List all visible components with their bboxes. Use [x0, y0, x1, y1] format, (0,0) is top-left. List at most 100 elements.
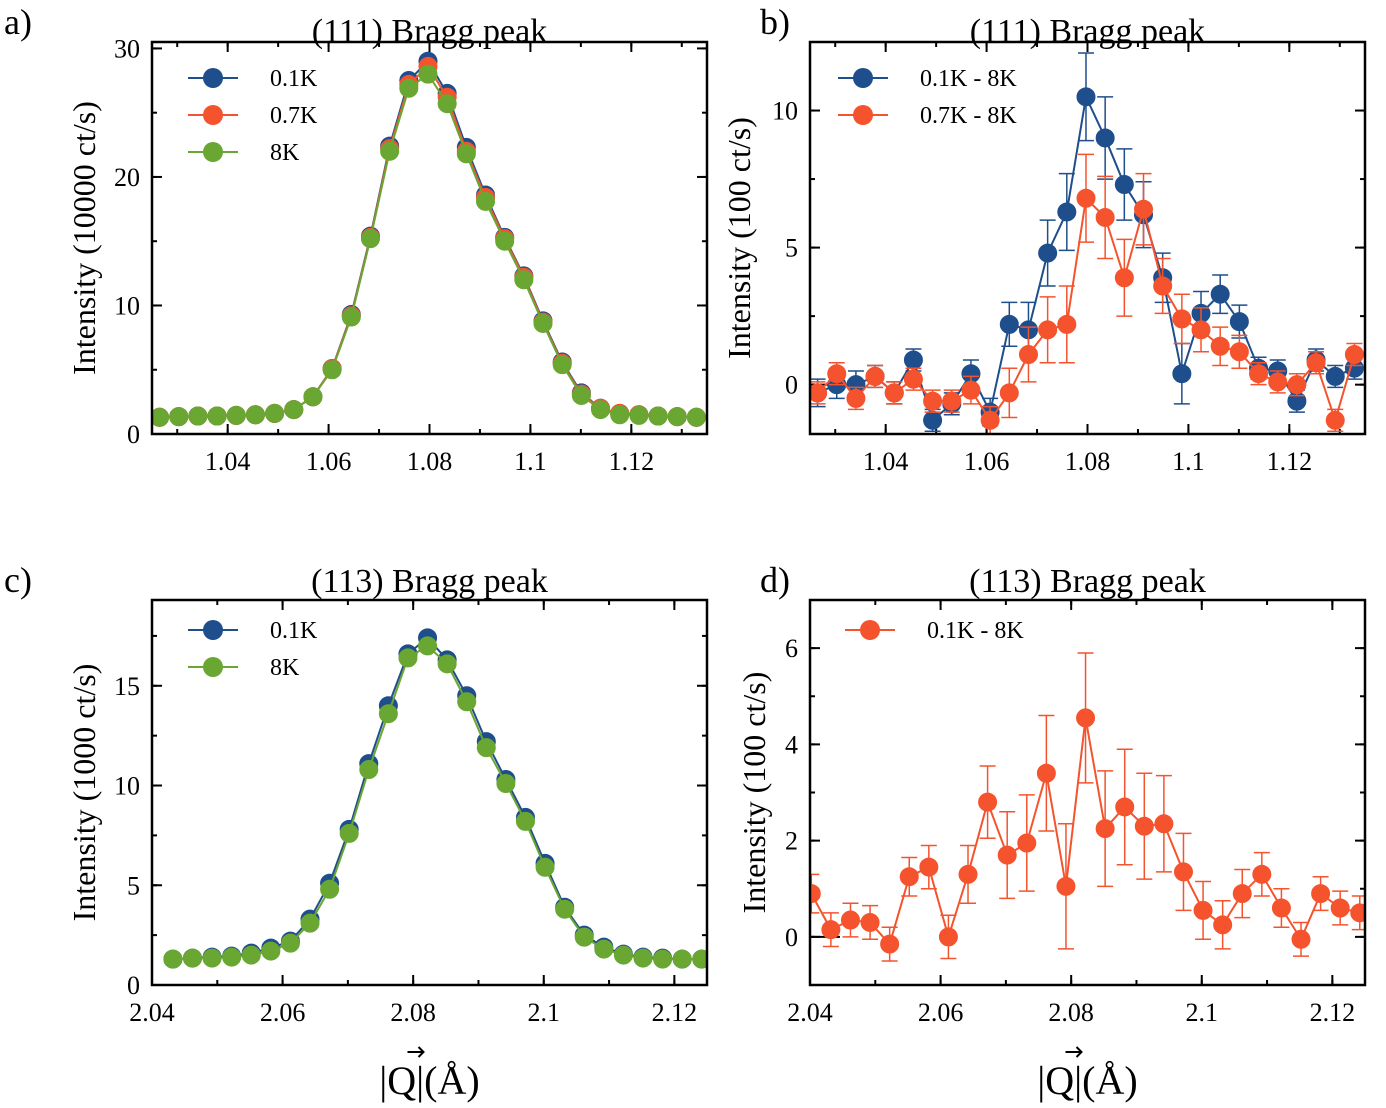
- y-axis-label-a: Intensity (10000 ct/s): [66, 101, 102, 375]
- data-point-b-1: [1210, 336, 1230, 356]
- data-point-b-0: [923, 410, 943, 430]
- data-point-c-1: [476, 738, 496, 758]
- panel-d: d) (113) Bragg peak Intensity (100 ct/s) |Q…: [736, 560, 1367, 1103]
- y-tick-label-d: 4: [785, 730, 798, 759]
- data-point-c-1: [594, 939, 614, 959]
- data-point-d-0: [978, 792, 998, 812]
- x-axis-label-c: |Q|(Å): [379, 1058, 479, 1103]
- y-tick-label-b: 0: [785, 371, 798, 400]
- x-tick-label-a: 1.08: [407, 447, 453, 476]
- vector-arrow-c: [407, 1046, 425, 1058]
- data-point-b-1: [865, 366, 885, 386]
- legend-marker-b-1: [853, 105, 873, 125]
- data-point-a-2: [265, 403, 285, 423]
- legend-marker-d-0: [860, 620, 880, 640]
- x-tick-label-a: 1.1: [514, 447, 547, 476]
- data-point-d-0: [1311, 884, 1331, 904]
- data-point-b-1: [942, 391, 962, 411]
- y-axis-label-d: Intensity (100 ct/s): [736, 672, 772, 914]
- data-point-a-2: [380, 141, 400, 161]
- data-point-b-1: [1306, 353, 1326, 373]
- data-point-d-0: [1095, 819, 1115, 839]
- data-point-c-1: [672, 949, 692, 969]
- data-point-c-1: [222, 947, 242, 967]
- y-tick-label-a: 20: [114, 163, 140, 192]
- x-tick-label-c: 2.1: [528, 998, 561, 1027]
- data-point-b-1: [1344, 345, 1364, 365]
- legend-marker-a-2: [203, 142, 223, 162]
- data-point-a-2: [169, 407, 189, 427]
- legend-label-c-0: 0.1K: [270, 618, 318, 644]
- panel-label-b: b): [760, 2, 790, 42]
- data-point-d-0: [1036, 763, 1056, 783]
- y-axis-label-b: Intensity (100 ct/s): [721, 117, 757, 359]
- series-line-c-0: [172, 636, 702, 961]
- x-tick-label-c: 2.06: [260, 998, 306, 1027]
- data-point-c-1: [613, 945, 633, 965]
- series-line-a-0: [159, 59, 697, 419]
- data-point-d-0: [821, 920, 841, 940]
- legend-marker-b-0: [853, 68, 873, 88]
- x-tick-label-b: 1.1: [1172, 447, 1205, 476]
- data-point-a-2: [667, 407, 687, 427]
- data-point-c-1: [535, 857, 555, 877]
- data-point-d-0: [1017, 833, 1037, 853]
- data-point-d-0: [1350, 903, 1365, 923]
- chart-title-d: (113) Bragg peak: [969, 563, 1206, 600]
- y-tick-label-a: 10: [114, 291, 140, 320]
- data-point-b-1: [846, 388, 866, 408]
- data-point-c-1: [457, 692, 477, 712]
- data-point-b-1: [980, 410, 1000, 430]
- legend-label-a-2: 8K: [270, 140, 300, 166]
- data-point-d-0: [1193, 900, 1213, 920]
- legend-label-a-1: 0.7K: [270, 103, 318, 129]
- data-point-c-1: [163, 949, 183, 969]
- x-tick-label-a: 1.12: [609, 447, 655, 476]
- data-point-d-0: [1213, 915, 1233, 935]
- data-point-a-2: [476, 191, 496, 211]
- data-point-a-2: [303, 387, 323, 407]
- data-point-c-1: [339, 823, 359, 843]
- data-point-c-1: [241, 945, 261, 965]
- data-point-c-1: [633, 948, 653, 968]
- data-point-a-2: [322, 360, 342, 380]
- legend-marker-a-1: [203, 105, 223, 125]
- plot-frame-c: [150, 598, 709, 987]
- data-point-c-1: [496, 774, 516, 794]
- data-point-a-2: [226, 405, 246, 425]
- data-point-a-2: [571, 385, 591, 405]
- data-point-b-0: [1114, 175, 1134, 195]
- data-point-c-1: [202, 948, 222, 968]
- data-point-b-1: [1153, 276, 1173, 296]
- data-point-d-0: [1173, 862, 1193, 882]
- data-point-c-1: [515, 811, 535, 831]
- x-tick-label-d: 2.08: [1048, 998, 1094, 1027]
- data-point-d-0: [1076, 708, 1096, 728]
- series-line-a-1: [159, 64, 697, 419]
- data-point-c-1: [555, 899, 575, 919]
- data-point-d-0: [810, 884, 821, 904]
- data-point-b-0: [1325, 366, 1345, 386]
- series-line-c-1: [172, 644, 702, 961]
- data-point-a-2: [514, 270, 534, 290]
- data-point-a-2: [207, 406, 227, 426]
- data-point-c-1: [182, 948, 202, 968]
- data-point-d-0: [1115, 797, 1135, 817]
- data-point-b-1: [923, 391, 943, 411]
- data-point-a-2: [152, 407, 170, 427]
- y-tick-label-d: 6: [785, 634, 798, 663]
- y-tick-label-c: 5: [127, 871, 140, 900]
- legend-marker-c-0: [203, 620, 223, 640]
- data-point-b-1: [1249, 364, 1269, 384]
- data-point-d-0: [880, 934, 900, 954]
- data-point-d-0: [1154, 814, 1174, 834]
- data-point-b-1: [1057, 314, 1077, 334]
- x-tick-label-b: 1.08: [1065, 447, 1111, 476]
- data-point-b-1: [1076, 188, 1096, 208]
- data-point-c-1: [398, 648, 418, 668]
- legend-label-b-1: 0.7K - 8K: [920, 103, 1017, 129]
- data-point-c-1: [418, 636, 438, 656]
- y-tick-label-d: 2: [785, 827, 798, 856]
- plot-area-d: [810, 652, 1365, 962]
